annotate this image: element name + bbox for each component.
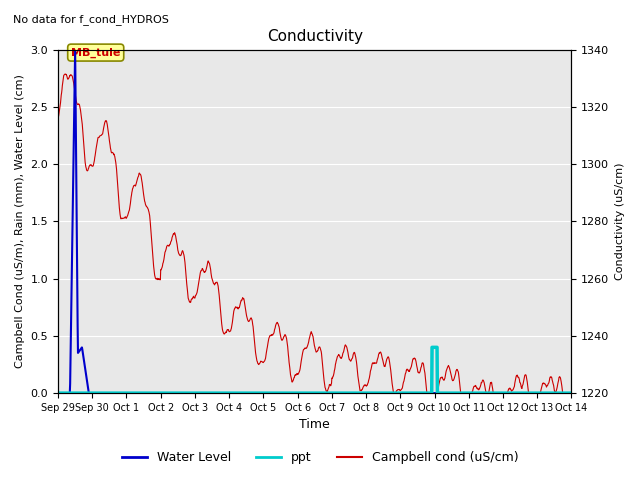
Y-axis label: Campbell Cond (uS/m), Rain (mm), Water Level (cm): Campbell Cond (uS/m), Rain (mm), Water L… bbox=[15, 74, 25, 368]
Text: No data for f_cond_HYDROS: No data for f_cond_HYDROS bbox=[13, 14, 169, 25]
Legend: Water Level, ppt, Campbell cond (uS/cm): Water Level, ppt, Campbell cond (uS/cm) bbox=[116, 446, 524, 469]
X-axis label: Time: Time bbox=[300, 419, 330, 432]
Title: Conductivity: Conductivity bbox=[267, 29, 363, 44]
Text: MB_tule: MB_tule bbox=[71, 48, 120, 58]
Y-axis label: Conductivity (uS/cm): Conductivity (uS/cm) bbox=[615, 163, 625, 280]
